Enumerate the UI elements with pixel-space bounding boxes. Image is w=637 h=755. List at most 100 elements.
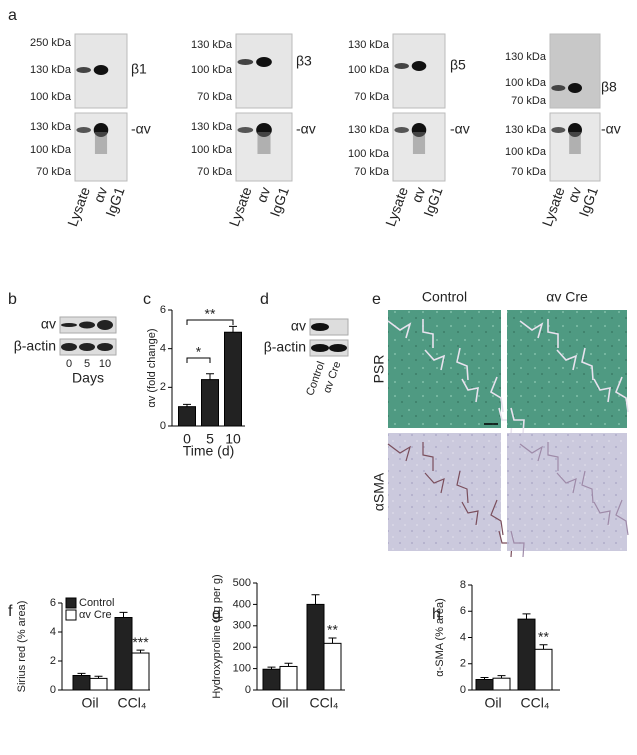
marker-label: 100 kDa (505, 146, 547, 158)
marker-label: 130 kDa (505, 124, 547, 136)
row-label: αv (41, 316, 56, 332)
tissue-vein (615, 376, 629, 413)
band (256, 57, 272, 67)
error-bar (183, 403, 191, 407)
y-tick-label: 4 (460, 631, 466, 643)
marker-label: 250 kDa (30, 37, 72, 49)
marker-label: 70 kDa (197, 166, 233, 178)
bar (517, 618, 536, 691)
tissue-vein (547, 319, 559, 348)
column-label: αv Cre (546, 289, 588, 305)
lane-label: αv (564, 185, 584, 205)
marker-label: 130 kDa (191, 121, 233, 133)
y-tick-label: 0 (50, 684, 56, 696)
band (237, 127, 254, 133)
panel-label: d (260, 291, 269, 308)
y-tick-label: 0 (160, 420, 166, 432)
marker-label: 130 kDa (348, 124, 390, 136)
error-bar (480, 677, 489, 680)
marker-label: 130 kDa (30, 64, 72, 76)
band (551, 127, 566, 133)
y-tick-label: 200 (233, 641, 251, 653)
blot (235, 33, 293, 109)
band (79, 343, 95, 351)
lane-label: 5 (84, 358, 90, 370)
band-label: -αv (450, 121, 470, 137)
y-axis-label: Sirius red (% area) (16, 601, 28, 693)
column-label: Control (422, 289, 467, 305)
panel-label: b (8, 291, 17, 308)
y-tick-label: 2 (460, 658, 466, 670)
legend-swatch (65, 609, 77, 621)
x-axis-label: Time (d) (183, 443, 235, 459)
band (394, 63, 409, 69)
bar (224, 331, 242, 427)
tissue-vein (424, 349, 446, 371)
x-tick-label: 0 (183, 431, 191, 447)
x-tick-label: 10 (225, 431, 241, 447)
bar (323, 642, 342, 691)
lane-label: Lysate (226, 185, 255, 229)
tissue-vein (593, 378, 611, 403)
band-label: β1 (131, 61, 147, 77)
bar (131, 652, 150, 691)
y-tick-label: 2 (50, 655, 56, 667)
y-tick-label: 6 (50, 597, 56, 609)
x-tick-label: Oil (484, 695, 501, 711)
band (76, 127, 91, 133)
row-label: β-actin (264, 339, 306, 355)
marker-label: 100 kDa (30, 91, 72, 103)
bar (492, 677, 511, 691)
panel-label: h (432, 606, 441, 623)
marker-label: 70 kDa (354, 166, 390, 178)
band (329, 344, 347, 352)
error-bar (206, 373, 214, 380)
error-bar (136, 649, 145, 654)
axis-label: Days (72, 370, 104, 386)
band (311, 344, 329, 352)
tissue-vein (456, 347, 469, 381)
tissue-vein (456, 470, 469, 504)
marker-label: 100 kDa (191, 144, 233, 156)
lane-label: Lysate (539, 185, 568, 229)
band (411, 61, 427, 71)
smear (412, 132, 426, 154)
panel-label: f (8, 603, 13, 620)
marker-label: 130 kDa (348, 39, 390, 51)
tissue-vein (547, 442, 559, 471)
significance-label: ** (327, 622, 338, 638)
marker-label: 70 kDa (36, 166, 72, 178)
tissue-vein (461, 501, 479, 526)
micrograph (388, 310, 501, 428)
tissue-vein (519, 320, 544, 339)
tissue-vein (387, 443, 411, 462)
error-bar (267, 666, 276, 670)
tissue-vein (387, 320, 412, 339)
y-tick-label: 4 (160, 343, 166, 355)
lane-label: Lysate (382, 185, 411, 229)
marker-label: 100 kDa (348, 64, 390, 76)
tissue-vein (490, 499, 504, 536)
error-bar (539, 644, 548, 650)
y-axis-label: αv (fold change) (146, 328, 158, 407)
lane-label: αv (90, 185, 110, 205)
error-bar (77, 672, 86, 676)
blot (549, 33, 601, 109)
tissue-vein (581, 470, 594, 504)
tissue-vein (519, 443, 543, 462)
tissue-vein (556, 349, 578, 371)
band (76, 67, 91, 73)
marker-label: 70 kDa (354, 91, 390, 103)
y-tick-label: 4 (50, 626, 56, 638)
tissue-vein (461, 378, 479, 403)
panel-label: c (143, 291, 151, 308)
y-tick-label: 500 (233, 577, 251, 589)
significance-label: ** (205, 306, 216, 322)
x-tick-label: CCl₄ (309, 695, 338, 711)
bar (262, 668, 281, 691)
row-label: αv (291, 318, 306, 334)
y-tick-label: 400 (233, 598, 251, 610)
band (97, 343, 113, 351)
marker-label: 130 kDa (505, 51, 547, 63)
